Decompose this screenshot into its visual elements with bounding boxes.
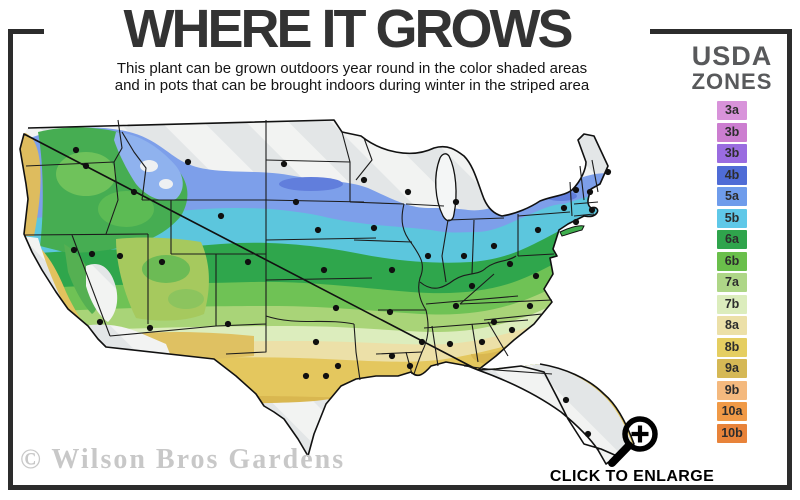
watermark: © Wilson Bros Gardens: [20, 444, 346, 475]
city-dot: [184, 158, 192, 166]
legend-zone-9b-13: 9b: [717, 380, 747, 400]
city-dot: [88, 250, 96, 258]
city-dot: [468, 282, 476, 290]
city-dot: [130, 188, 138, 196]
city-dot: [526, 302, 534, 310]
subtitle-line-2: and in pots that can be brought indoors …: [114, 77, 590, 94]
click-to-enlarge-label[interactable]: CLICK TO ENLARGE: [549, 468, 715, 485]
us-outline: [19, 119, 635, 465]
great-lakes: [435, 153, 585, 237]
city-dot: [534, 226, 542, 234]
city-dot: [584, 430, 592, 438]
city-dot: [418, 338, 426, 346]
city-dot: [244, 258, 252, 266]
legend-zone-8b-11: 8b: [717, 337, 747, 357]
city-dot: [96, 318, 104, 326]
city-dot: [322, 372, 330, 380]
city-dot: [370, 224, 378, 232]
legend-zone-6a-6: 6a: [717, 230, 747, 249]
legend-zone-10b-15: 10b: [717, 423, 747, 443]
legend-zone-3a-0: 3a: [717, 101, 747, 120]
city-dot: [360, 176, 368, 184]
legend-zone-5a-4: 5a: [717, 187, 747, 206]
city-dot: [280, 160, 288, 168]
legend-zone-7b-9: 7b: [717, 294, 747, 314]
city-dot: [604, 168, 612, 176]
city-dot: [332, 304, 340, 312]
page-title: WHERE IT GROWS: [123, 0, 574, 59]
city-dot: [320, 266, 328, 274]
title-wrap: WHERE IT GROWS: [44, 0, 650, 58]
legend-zone-3b-1: 3b: [717, 122, 747, 142]
legend-title-zones: ZONES: [691, 69, 773, 94]
city-dot: [116, 252, 124, 260]
city-dot: [446, 340, 454, 348]
legend-zone-3b-2: 3b: [717, 144, 747, 163]
city-dot: [334, 362, 342, 370]
city-dot: [560, 204, 568, 212]
legend-zone-9a-12: 9a: [717, 359, 747, 378]
city-dot: [388, 352, 396, 360]
city-dot: [386, 308, 394, 316]
city-dot: [224, 320, 232, 328]
city-dot: [572, 218, 580, 226]
city-dot: [302, 372, 310, 380]
city-dot: [460, 252, 468, 260]
city-dot: [452, 302, 460, 310]
state-borders: [23, 119, 599, 381]
city-dot: [532, 272, 540, 280]
city-dot: [312, 338, 320, 346]
city-dot: [506, 260, 514, 268]
legend-zones: 3a 3b 3b 4b 5a 5b 6a 6b 7a 7b 8a 8b 9a 9b 10a 10b: [684, 101, 780, 443]
city-dot: [562, 396, 570, 404]
subtitle-line-1: This plant can be grown outdoors year ro…: [116, 60, 588, 77]
legend-zone-5b-5: 5b: [717, 208, 747, 228]
city-dot: [146, 324, 154, 332]
legend-zone-7a-8: 7a: [717, 273, 747, 292]
city-dot: [490, 318, 498, 326]
legend-zone-10a-14: 10a: [717, 402, 747, 421]
legend-title-usda: USDA: [691, 41, 773, 71]
usda-zone-map[interactable]: [16, 104, 668, 476]
legend-zone-6b-7: 6b: [717, 251, 747, 271]
city-dot: [72, 146, 80, 154]
city-dot: [490, 242, 498, 250]
city-dot: [508, 326, 516, 334]
city-dot: [404, 188, 412, 196]
city-dot: [158, 258, 166, 266]
city-dot: [406, 362, 414, 370]
city-dot: [388, 266, 396, 274]
city-dot: [572, 186, 580, 194]
city-dot: [217, 212, 225, 220]
city-dot: [586, 188, 594, 196]
city-dots: [70, 146, 612, 438]
legend-zone-8a-10: 8a: [717, 316, 747, 335]
city-dot: [424, 252, 432, 260]
city-dot: [314, 226, 322, 234]
city-dot: [588, 206, 596, 214]
city-dot: [478, 338, 486, 346]
city-dot: [452, 198, 460, 206]
subtitle: This plant can be grown outdoors year ro…: [60, 60, 644, 94]
zoom-in-icon[interactable]: [598, 410, 664, 470]
usda-zones-legend: USDA ZONES 3a 3b 3b 4b 5a 5b 6a 6b 7a 7b 8a 8b 9a 9b 1…: [684, 42, 780, 445]
city-dot: [82, 162, 90, 170]
city-dot: [70, 246, 78, 254]
city-dot: [292, 198, 300, 206]
legend-zone-4b-3: 4b: [717, 165, 747, 185]
